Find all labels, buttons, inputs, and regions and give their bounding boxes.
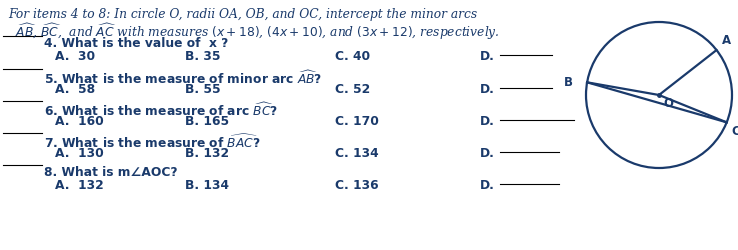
Text: 7. What is the measure of $\widehat{BAC}$?: 7. What is the measure of $\widehat{BAC}… xyxy=(44,134,261,151)
Text: For items 4 to 8: In circle O, radii OA, OB, and OC, intercept the minor arcs: For items 4 to 8: In circle O, radii OA,… xyxy=(8,8,477,21)
Text: C. 52: C. 52 xyxy=(335,83,370,96)
Text: B: B xyxy=(564,76,573,89)
Text: A.  58: A. 58 xyxy=(55,83,95,96)
Text: A.  30: A. 30 xyxy=(55,50,95,63)
Text: B. 165: B. 165 xyxy=(185,115,229,128)
Text: B. 132: B. 132 xyxy=(185,147,229,160)
Text: C. 170: C. 170 xyxy=(335,115,379,128)
Text: 6. What is the measure of arc $\widehat{BC}$?: 6. What is the measure of arc $\widehat{… xyxy=(44,102,278,119)
Text: D.: D. xyxy=(480,147,495,160)
Text: A.  160: A. 160 xyxy=(55,115,104,128)
Text: C. 40: C. 40 xyxy=(335,50,370,63)
Text: A.  132: A. 132 xyxy=(55,179,104,192)
Text: 5. What is the measure of minor arc $\widehat{AB}$?: 5. What is the measure of minor arc $\wi… xyxy=(44,70,323,87)
Text: A.  130: A. 130 xyxy=(55,147,104,160)
Text: C. 136: C. 136 xyxy=(335,179,379,192)
Text: D.: D. xyxy=(480,179,495,192)
Text: C: C xyxy=(731,125,738,138)
Text: C. 134: C. 134 xyxy=(335,147,379,160)
Text: 4. What is the value of  x ?: 4. What is the value of x ? xyxy=(44,37,228,50)
Text: $\widehat{AB}$, $\widehat{BC}$,  and $\widehat{AC}$ with measures $(x + 18)$, $(: $\widehat{AB}$, $\widehat{BC}$, and $\wi… xyxy=(8,22,500,42)
Text: O: O xyxy=(663,97,673,110)
Text: D.: D. xyxy=(480,83,495,96)
Text: 8. What is m∠AOC?: 8. What is m∠AOC? xyxy=(44,166,178,179)
Text: B. 35: B. 35 xyxy=(185,50,221,63)
Text: A: A xyxy=(722,34,731,47)
Text: D.: D. xyxy=(480,50,495,63)
Text: B. 134: B. 134 xyxy=(185,179,229,192)
Text: D.: D. xyxy=(480,115,495,128)
Text: B. 55: B. 55 xyxy=(185,83,221,96)
